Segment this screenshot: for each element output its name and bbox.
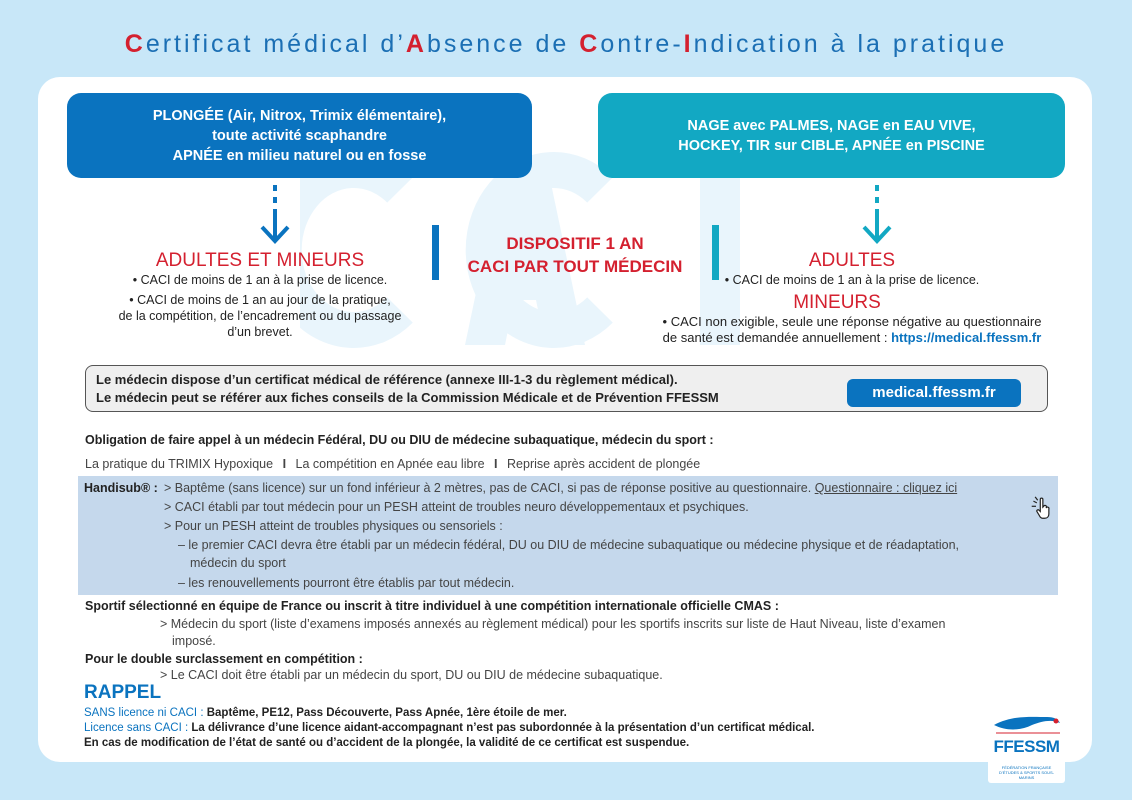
list-item: • CACI non exigible, seule une réponse n… (662, 314, 1042, 329)
double-line: > Le CACI doit être établi par un médeci… (160, 668, 663, 682)
list-item: • CACI de moins de 1 an à la prise de li… (724, 273, 980, 287)
handisub-line: – le premier CACI devra être établi par … (178, 538, 960, 552)
handisub-section (78, 476, 1058, 595)
title-segment: I (683, 30, 694, 58)
separator: I (494, 457, 498, 471)
ffessm-logo: FFESSM FÉDÉRATION FRANÇAISE D’ÉTUDES & S… (988, 705, 1065, 783)
logo-text: FFESSM (993, 737, 1060, 756)
obligation-item: La compétition en Apnée eau libre (295, 457, 485, 471)
reference-line: Le médecin dispose d’un certificat médic… (96, 372, 678, 387)
title-segment: A (405, 30, 427, 58)
divider-bar (432, 225, 439, 280)
reference-line: Le médecin peut se référer aux fiches co… (96, 390, 719, 405)
title-segment: C (124, 30, 146, 58)
box-line: PLONGÉE (Air, Nitrox, Trimix élémentaire… (152, 107, 447, 124)
list-item: • CACI de moins de 1 an à la prise de li… (132, 273, 388, 287)
handisub-line: > Baptême (sans licence) sur un fond inf… (164, 481, 815, 495)
rappel-label: SANS licence ni CACI : (84, 707, 207, 719)
section-heading: MINEURS (793, 292, 881, 313)
rappel-label: Licence sans CACI : (84, 722, 192, 734)
title-segment: C (579, 30, 601, 58)
box-line: NAGE avec PALMES, NAGE en EAU VIVE, (687, 117, 976, 134)
box-line: APNÉE en milieu naturel ou en fosse (172, 147, 427, 164)
obligation-heading: Obligation de faire appel à un médecin F… (85, 433, 714, 447)
title-segment: ertificat médical d’ (145, 30, 406, 58)
obligation-item: Reprise après accident de plongée (507, 457, 701, 471)
section-heading: ADULTES (808, 250, 896, 271)
arrow-down-icon (260, 185, 290, 244)
dispositif-label: DISPOSITIF 1 AN CACI PAR TOUT MÉDECIN (440, 232, 710, 278)
adults-minors-section: ADULTES ET MINEURS • CACI de moins de 1 … (90, 250, 430, 340)
logo-subtitle: FÉDÉRATION FRANÇAISE D’ÉTUDES & SPORTS S… (998, 765, 1055, 780)
rappel-text: En cas de modification de l’état de sant… (84, 737, 690, 749)
separator: I (282, 457, 287, 471)
questionnaire-link[interactable]: Questionnaire : cliquez ici (814, 481, 958, 495)
list-item: de la compétition, de l’encadrement ou d… (118, 309, 402, 323)
wave-icon (994, 716, 1060, 734)
hand-pointer-icon[interactable] (1030, 496, 1054, 520)
list-item: • CACI de moins de 1 an au jour de la pr… (129, 293, 391, 307)
rappel-heading: RAPPEL (84, 682, 162, 703)
title-segment: bsence de (426, 30, 580, 58)
sportif-heading: Sportif sélectionné en équipe de France … (85, 599, 779, 613)
medical-link[interactable]: https://medical.ffessm.fr (891, 330, 1042, 345)
double-heading: Pour le double surclassement en compétit… (85, 652, 363, 666)
divider-bar (712, 225, 719, 280)
handisub-line: – les renouvellements pourront être étab… (178, 576, 515, 590)
dispositif-line: DISPOSITIF 1 AN (506, 234, 644, 253)
sportif-line: imposé. (172, 634, 216, 648)
obligation-item: La pratique du TRIMIX Hypoxique (85, 457, 274, 471)
handisub-line: > CACI établi par tout médecin pour un P… (164, 500, 749, 514)
handisub-line: > Pour un PESH atteint de troubles physi… (164, 519, 503, 533)
box-line: HOCKEY, TIR sur CIBLE, APNÉE en PISCINE (678, 137, 985, 154)
handisub-line: médecin du sport (190, 556, 286, 570)
section-heading: ADULTES ET MINEURS (155, 250, 365, 271)
dispositif-line: CACI PAR TOUT MÉDECIN (467, 257, 683, 276)
rappel-text: Baptême, PE12, Pass Découverte, Pass Apn… (206, 707, 567, 719)
diving-activities-box: PLONGÉE (Air, Nitrox, Trimix élémentaire… (67, 93, 532, 178)
handisub-label: Handisub® : (84, 481, 158, 495)
list-item: d’un brevet. (227, 325, 293, 339)
box-line: toute activité scaphandre (212, 127, 387, 144)
title-segment: ontre- (600, 30, 684, 58)
arrow-down-icon (862, 185, 892, 244)
swimming-activities-box: NAGE avec PALMES, NAGE en EAU VIVE, HOCK… (598, 93, 1065, 178)
page-title: Certificat médical d’Absence de Contre-I… (0, 30, 1132, 59)
list-item: de santé est demandée annuellement : (662, 330, 892, 345)
sportif-line: > Médecin du sport (liste d’examens impo… (160, 617, 946, 631)
rappel-text: La délivrance d’une licence aidant-accom… (191, 722, 815, 734)
adults-section: ADULTES • CACI de moins de 1 an à la pri… (622, 250, 1082, 346)
content-panel (38, 77, 1092, 762)
title-segment: ndication à la pratique (693, 30, 1008, 58)
medical-site-button[interactable]: medical.ffessm.fr (847, 379, 1021, 407)
